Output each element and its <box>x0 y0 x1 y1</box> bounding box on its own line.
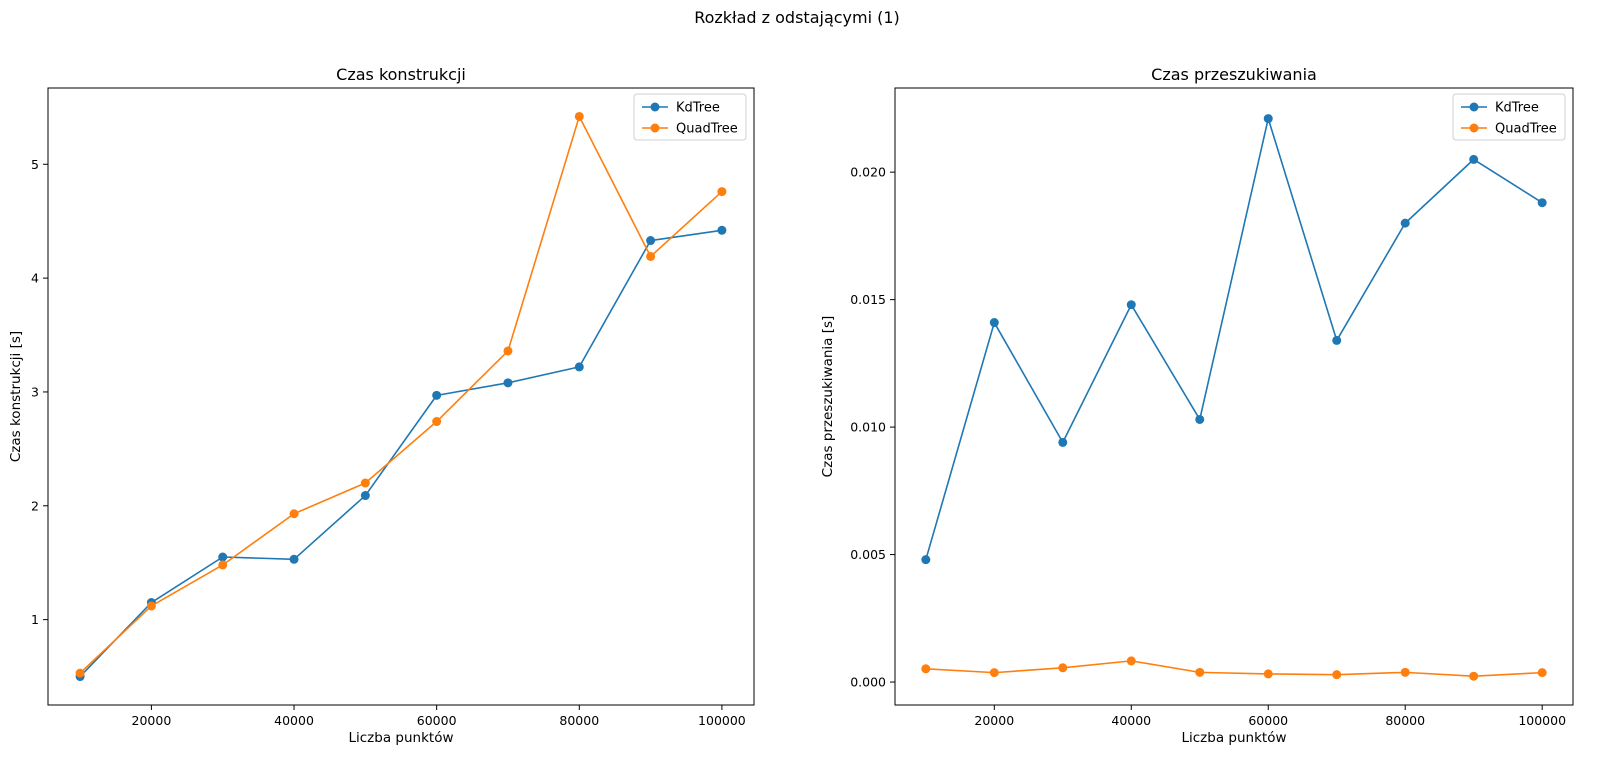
x-tick-label: 20000 <box>132 713 172 728</box>
y-tick-label: 4 <box>31 271 39 286</box>
axes-frame <box>894 87 1574 706</box>
data-point-kdtree <box>1400 218 1410 228</box>
series-line-quadtree <box>79 115 723 674</box>
data-point-kdtree <box>1263 114 1273 124</box>
data-point-quadtree <box>1195 667 1205 677</box>
data-point-kdtree <box>503 378 513 388</box>
x-axis-label: Liczba punktów <box>1181 730 1286 746</box>
legend-marker-kdtree <box>650 102 660 112</box>
data-point-quadtree <box>1058 663 1068 673</box>
data-point-quadtree <box>921 664 931 674</box>
series-line-quadtree <box>925 660 1543 677</box>
series-line-kdtree <box>79 229 723 678</box>
data-point-quadtree <box>146 601 156 611</box>
legend-marker-quadtree <box>650 123 660 133</box>
y-tick-label: 0.000 <box>850 675 886 690</box>
data-point-quadtree <box>1537 668 1547 678</box>
data-point-quadtree <box>717 187 727 197</box>
data-point-kdtree <box>432 390 442 400</box>
series-line-kdtree <box>925 117 1543 560</box>
legend-label-quadtree: QuadTree <box>676 122 738 137</box>
chart-title: Czas przeszukiwania <box>1151 65 1317 84</box>
data-point-quadtree <box>360 478 370 488</box>
legend-label-kdtree: KdTree <box>1495 101 1539 116</box>
data-point-quadtree <box>646 251 656 261</box>
data-point-kdtree <box>360 491 370 501</box>
x-axis-label: Liczba punktów <box>348 730 453 746</box>
axes-frame <box>47 87 755 706</box>
data-point-kdtree <box>717 225 727 235</box>
y-axis-label: Czas konstrukcji [s] <box>8 331 24 462</box>
data-point-quadtree <box>75 668 85 678</box>
data-point-quadtree <box>1332 670 1342 680</box>
y-tick-label: 0.010 <box>850 420 886 435</box>
data-point-kdtree <box>1469 154 1479 164</box>
data-point-quadtree <box>1400 667 1410 677</box>
legend-label-quadtree: QuadTree <box>1495 122 1557 137</box>
x-tick-label: 80000 <box>1385 713 1425 728</box>
data-point-quadtree <box>1263 669 1273 679</box>
data-point-quadtree <box>289 509 299 519</box>
data-point-quadtree <box>1126 656 1136 666</box>
data-point-quadtree <box>989 668 999 678</box>
x-tick-label: 60000 <box>1248 713 1288 728</box>
y-tick-label: 5 <box>31 157 39 172</box>
data-point-kdtree <box>1332 335 1342 345</box>
data-point-kdtree <box>646 236 656 246</box>
data-point-kdtree <box>1195 414 1205 424</box>
chart-title: Czas konstrukcji <box>336 65 466 84</box>
legend: KdTree QuadTree <box>1452 93 1566 141</box>
chart-panel-2: 20000 40000 60000 80000 100000 0.000 0.005 0.01… <box>820 65 1574 746</box>
legend-marker-kdtree <box>1469 102 1479 112</box>
data-point-quadtree <box>1469 671 1479 681</box>
data-point-kdtree <box>289 554 299 564</box>
x-tick-label: 80000 <box>559 713 599 728</box>
y-tick-label: 2 <box>31 498 39 513</box>
data-point-kdtree <box>989 318 999 328</box>
x-tick-label: 100000 <box>1518 713 1566 728</box>
data-point-kdtree <box>1537 198 1547 208</box>
x-tick-label: 40000 <box>274 713 314 728</box>
data-point-kdtree <box>1126 300 1136 310</box>
figure-suptitle: Rozkład z odstającymi (1) <box>694 8 900 27</box>
data-point-kdtree <box>218 552 228 562</box>
legend-marker-quadtree <box>1469 123 1479 133</box>
data-point-kdtree <box>1058 437 1068 447</box>
y-tick-label: 1 <box>31 612 39 627</box>
y-axis-label: Czas przeszukiwania [s] <box>820 316 836 478</box>
data-point-quadtree <box>432 417 442 427</box>
x-tick-label: 100000 <box>698 713 746 728</box>
data-point-quadtree <box>503 346 513 356</box>
y-tick-label: 0.015 <box>850 292 886 307</box>
x-tick-label: 20000 <box>974 713 1014 728</box>
x-tick-label: 40000 <box>1111 713 1151 728</box>
y-tick-label: 0.005 <box>850 547 886 562</box>
y-tick-label: 3 <box>31 384 39 399</box>
data-point-quadtree <box>218 560 228 570</box>
legend-label-kdtree: KdTree <box>676 101 720 116</box>
chart-panel-1: 20000 40000 60000 80000 100000 1 2 3 4 5 Czas kons… <box>8 65 755 746</box>
data-point-kdtree <box>574 362 584 372</box>
legend: KdTree QuadTree <box>633 93 747 141</box>
data-point-quadtree <box>574 111 584 121</box>
data-point-kdtree <box>921 555 931 565</box>
x-tick-label: 60000 <box>417 713 457 728</box>
y-tick-label: 0.020 <box>850 165 886 180</box>
